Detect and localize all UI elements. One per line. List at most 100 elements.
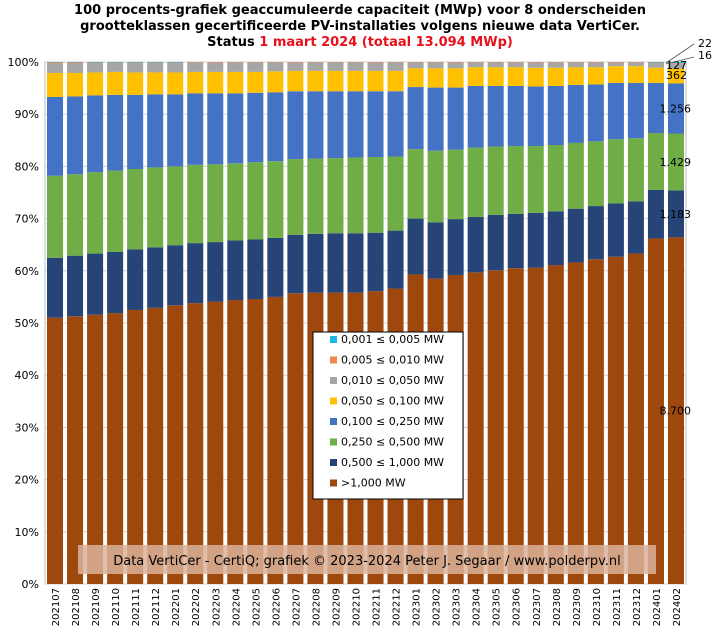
bar-segment	[67, 316, 84, 584]
bar-segment	[627, 66, 644, 83]
x-tick-label: 202201	[171, 588, 182, 626]
bar-segment	[587, 62, 604, 68]
bar-segment	[147, 307, 164, 584]
bar-segment	[447, 68, 464, 88]
bar-segment	[107, 62, 124, 64]
bar-segment	[67, 96, 84, 175]
bar-segment	[667, 190, 684, 238]
chart-title-line-3: Status 1 maart 2024 (totaal 13.094 MWp)	[207, 35, 513, 50]
bar-segment	[647, 82, 664, 133]
legend-swatch	[330, 356, 337, 364]
bar-segment	[567, 84, 584, 143]
bar-segment	[547, 62, 564, 63]
bar-segment	[127, 62, 144, 63]
bar-segment	[147, 167, 164, 248]
bar-segment	[147, 63, 164, 73]
bar-segment	[647, 62, 664, 63]
bar-segment	[367, 232, 384, 292]
y-tick-label: 20%	[15, 474, 39, 487]
bar-segment	[487, 146, 504, 215]
bar-segment	[167, 245, 184, 306]
bar-segment	[627, 253, 644, 584]
bar-segment	[487, 214, 504, 271]
x-tick-label: 202109	[91, 588, 102, 626]
bar-segment	[67, 62, 84, 63]
bar-segment	[87, 72, 104, 96]
bar-segment	[67, 255, 84, 317]
bar-segment	[267, 62, 284, 72]
bar-segment	[327, 62, 344, 63]
bar-segment	[667, 63, 684, 64]
x-tick-label: 202204	[231, 588, 242, 626]
bar-segment	[507, 213, 524, 269]
bar-segment	[507, 67, 524, 87]
x-tick-label: 202108	[71, 588, 82, 626]
chart-title-status-prefix: Status	[207, 35, 259, 50]
bar-segment	[347, 70, 364, 92]
y-tick-label: 90%	[15, 108, 39, 121]
bar-segment	[527, 62, 544, 63]
bar-segment	[47, 317, 64, 584]
y-tick-label: 40%	[15, 369, 39, 382]
bar-segment	[367, 157, 384, 233]
bar-segment	[147, 62, 164, 63]
bar-segment	[507, 146, 524, 214]
bar-segment	[647, 62, 664, 64]
bar-segment	[207, 242, 224, 302]
y-tick-label: 30%	[15, 421, 39, 434]
bar-segment	[87, 95, 104, 173]
bar-segment	[247, 62, 264, 63]
bar-segment	[507, 62, 524, 63]
x-tick-label: 202402	[672, 588, 683, 626]
bar-segment	[507, 268, 524, 584]
bar-segment	[487, 62, 504, 63]
x-tick-label: 202306	[512, 588, 523, 626]
bar-segment	[327, 91, 344, 159]
legend-label: 0,050 ≤ 0,100 MW	[341, 395, 444, 408]
x-tick-label: 202301	[412, 588, 423, 626]
bar-segment	[167, 63, 184, 73]
bar-segment	[627, 62, 644, 63]
bar-segment	[187, 243, 204, 304]
bar-segment	[587, 141, 604, 207]
bar-segment	[527, 62, 544, 68]
bar-segment	[467, 62, 484, 68]
y-tick-label: 80%	[15, 160, 39, 173]
bar-segment	[487, 62, 504, 68]
legend-items: 0,001 ≤ 0,005 MW 0,005 ≤ 0,010 MW 0,010 ≤ …	[330, 333, 444, 490]
bar-segment	[547, 265, 564, 584]
bar-segment	[587, 67, 604, 85]
bar-segment	[447, 149, 464, 220]
legend: 0,001 ≤ 0,005 MW 0,005 ≤ 0,010 MW 0,010 ≤ …	[312, 331, 464, 500]
bar-segment	[127, 309, 144, 584]
y-tick-label: 10%	[15, 526, 39, 539]
leader-line	[665, 43, 695, 64]
bar-segment	[147, 62, 164, 64]
bar-segment	[607, 139, 624, 204]
bar-segment	[427, 150, 444, 223]
bar-segment	[167, 62, 184, 64]
legend-label: >1,000 MW	[341, 477, 406, 490]
bar-segment	[87, 253, 104, 315]
last-bar-value-label: 1.256	[660, 102, 692, 115]
bar-segment	[607, 82, 624, 140]
bar-segment	[187, 62, 204, 63]
bar-segment	[107, 94, 124, 171]
bar-segment	[347, 91, 364, 158]
bar-segment	[507, 62, 524, 68]
bar-segment	[227, 62, 244, 63]
bar-segment	[47, 72, 64, 97]
bar-segment	[627, 201, 644, 254]
bar-segment	[607, 62, 624, 67]
bar-segment	[67, 174, 84, 256]
bar-segment	[127, 94, 144, 170]
bar-segment	[207, 62, 224, 72]
bar-segment	[287, 234, 304, 294]
bar-segment	[127, 249, 144, 310]
x-tick-label: 202209	[331, 588, 342, 626]
bar-segment	[207, 62, 224, 63]
bar-segment	[307, 91, 324, 159]
bar-segment	[587, 206, 604, 260]
bar-segment	[167, 305, 184, 584]
